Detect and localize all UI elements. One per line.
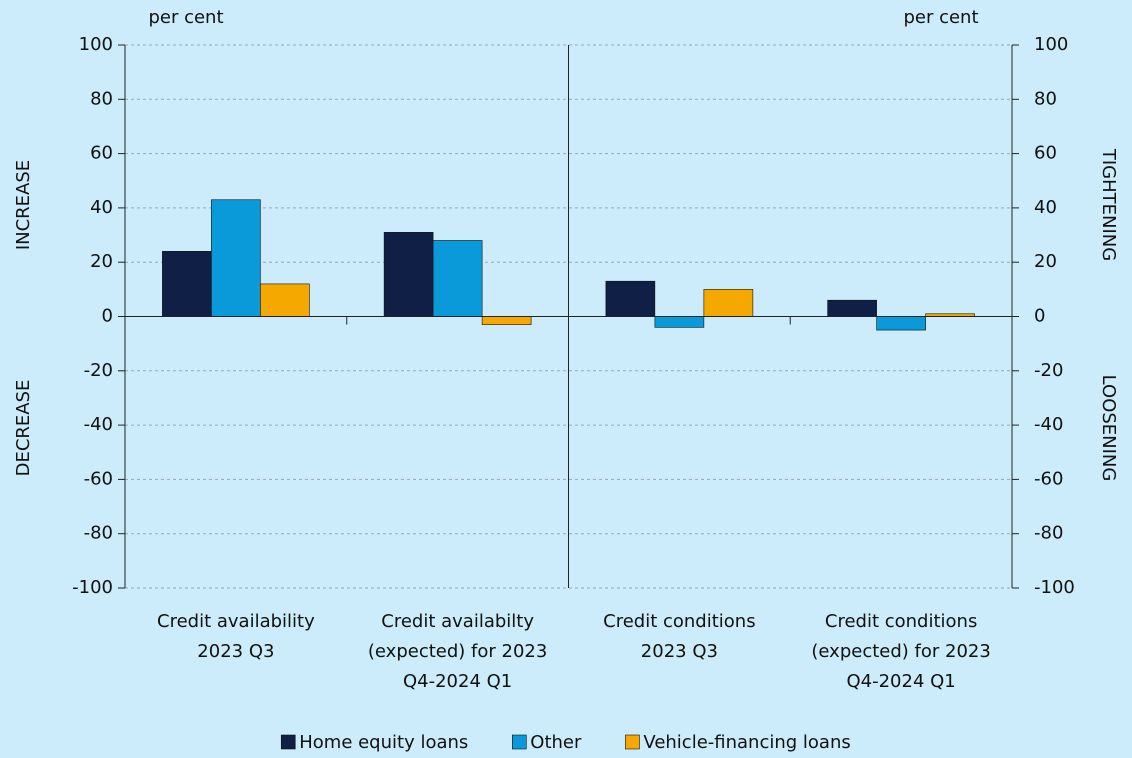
x-tick-label: 2023 Q3 — [641, 641, 718, 662]
x-tick-label: Credit availability — [157, 611, 315, 632]
bar — [260, 283, 310, 317]
y-tick-label: 80 — [90, 88, 113, 109]
y2-tick-label: -20 — [1034, 360, 1063, 381]
y-tick-label: -80 — [84, 523, 113, 544]
x-tick-label: Q4-2024 Q1 — [846, 671, 955, 692]
legend-label: Other — [530, 732, 582, 753]
bar — [605, 280, 656, 317]
y-tick-label: 60 — [90, 143, 113, 164]
y2-tick-label: 80 — [1034, 88, 1057, 109]
annotation: INCREASE — [13, 160, 34, 250]
y2-tick-label: -40 — [1034, 414, 1063, 435]
y2-tick-label: 0 — [1034, 306, 1045, 327]
x-tick-label: (expected) for 2023 — [368, 641, 547, 662]
bar — [162, 251, 212, 317]
y-tick-label: -100 — [72, 577, 113, 598]
x-tick-label: Credit availabilty — [381, 611, 534, 632]
y-tick-label: -20 — [84, 360, 113, 381]
y2-tick-label: -60 — [1034, 468, 1063, 489]
y2-tick-label: 40 — [1034, 197, 1057, 218]
bar — [703, 289, 754, 317]
bar — [432, 240, 483, 317]
y-tick-label: 20 — [90, 251, 113, 272]
legend-label: Vehicle-financing loans — [643, 732, 850, 753]
y-tick-label: -60 — [84, 468, 113, 489]
y-tick-label: 0 — [102, 306, 113, 327]
bar — [481, 316, 532, 325]
y2-tick-label: 100 — [1034, 34, 1068, 55]
x-tick-label: Q4-2024 Q1 — [403, 671, 512, 692]
x-tick-label: Credit conditions — [825, 611, 977, 632]
y2-tick-label: 20 — [1034, 251, 1057, 272]
y-tick-label: -40 — [84, 414, 113, 435]
y2-tick-label: -100 — [1034, 577, 1075, 598]
annotation: LOOSENING — [1098, 375, 1119, 482]
bar — [654, 316, 705, 328]
y-tick-label: 100 — [79, 34, 113, 55]
legend-swatch — [625, 734, 640, 750]
y2-tick-label: 60 — [1034, 143, 1057, 164]
bar — [383, 232, 434, 317]
x-tick-label: Credit conditions — [603, 611, 755, 632]
bar — [876, 316, 926, 331]
legend-label: Home equity loans — [299, 732, 468, 753]
bar — [211, 199, 261, 317]
x-tick-label: (expected) for 2023 — [811, 641, 990, 662]
legend-swatch — [512, 734, 527, 750]
legend-swatch — [280, 734, 296, 750]
annotation: DECREASE — [13, 380, 34, 477]
y2-tick-label: -80 — [1034, 523, 1063, 544]
y-axis-label: per cent — [148, 7, 223, 28]
y-tick-label: 40 — [90, 197, 113, 218]
annotation: TIGHTENING — [1098, 148, 1119, 261]
y2-axis-label: per cent — [903, 7, 978, 28]
x-tick-label: 2023 Q3 — [197, 641, 274, 662]
bar — [827, 299, 877, 317]
